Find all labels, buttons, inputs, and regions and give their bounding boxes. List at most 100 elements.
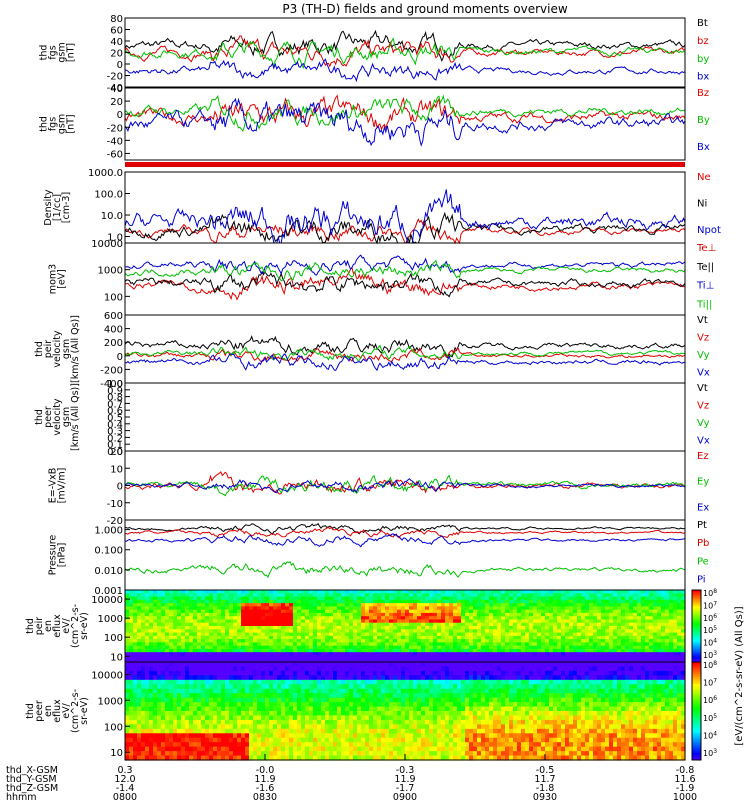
heatmap-cell [477, 652, 482, 657]
heatmap-cell [289, 648, 294, 653]
heatmap-cell [313, 593, 318, 598]
heatmap-cell [133, 639, 138, 643]
heatmap-cell [561, 626, 566, 630]
heatmap-cell [153, 639, 158, 643]
heatmap-cell [289, 596, 294, 601]
heatmap-cell [401, 645, 406, 650]
heatmap-cell [277, 679, 282, 685]
heatmap-cell [229, 737, 234, 743]
heatmap-cell [417, 746, 422, 752]
heatmap-cell [513, 652, 518, 657]
heatmap-cell [225, 629, 230, 634]
heatmap-cell [417, 737, 422, 743]
heatmap-cell [525, 652, 530, 657]
heatmap-cell [185, 642, 190, 647]
heatmap-cell [245, 655, 250, 660]
heatmap-cell [461, 619, 466, 624]
heatmap-cell [569, 632, 574, 637]
heatmap-cell [169, 596, 174, 601]
heatmap-cell [153, 662, 158, 668]
heatmap-cell [401, 609, 406, 614]
heatmap-cell [161, 737, 166, 743]
heatmap-cell [429, 612, 434, 617]
heatmap-cell [293, 755, 298, 761]
heatmap-cell [165, 746, 170, 752]
heatmap-cell [397, 629, 402, 634]
heatmap-cell [473, 619, 478, 624]
heatmap-cell [433, 635, 438, 640]
heatmap-cell [417, 655, 422, 660]
heatmap-cell [517, 655, 522, 660]
heatmap-cell [201, 616, 206, 621]
heatmap-cell [661, 590, 666, 594]
heatmap-cell [285, 652, 290, 657]
heatmap-cell [481, 639, 486, 643]
heatmap-cell [241, 706, 246, 712]
heatmap-cell [629, 622, 634, 627]
heatmap-cell [421, 629, 426, 634]
heatmap-cell [205, 688, 210, 694]
heatmap-cell [361, 648, 366, 653]
heatmap-cell [209, 652, 214, 657]
heatmap-cell [409, 684, 414, 690]
heatmap-cell [665, 616, 670, 621]
heatmap-cell [273, 755, 278, 761]
heatmap-cell [673, 616, 678, 621]
heatmap-cell [533, 635, 538, 640]
heatmap-cell [509, 593, 514, 598]
heatmap-cell [485, 626, 490, 630]
heatmap-cell [229, 742, 234, 748]
heatmap-cell [505, 619, 510, 624]
heatmap-cell [181, 629, 186, 634]
heatmap-cell [449, 599, 454, 604]
heatmap-cell [277, 652, 282, 657]
heatmap-cell [213, 670, 218, 676]
heatmap-cell [421, 737, 426, 743]
y-axis-label: eflux [52, 699, 63, 723]
heatmap-cell [249, 684, 254, 690]
heatmap-cell [385, 751, 390, 757]
heatmap-cell [373, 675, 378, 681]
heatmap-cell [573, 612, 578, 617]
heatmap-cell [333, 652, 338, 657]
heatmap-cell [605, 596, 610, 601]
heatmap-cell [309, 593, 314, 598]
heatmap-cell [149, 622, 154, 627]
heatmap-cell [233, 751, 238, 757]
heatmap-cell [553, 606, 558, 611]
heatmap-cell [141, 662, 146, 668]
heatmap-cell [333, 599, 338, 604]
heatmap-cell [613, 632, 618, 637]
heatmap-cell [189, 746, 194, 752]
heatmap-cell [129, 711, 134, 717]
heatmap-cell [209, 662, 214, 668]
heatmap-cell [137, 746, 142, 752]
heatmap-cell [357, 648, 362, 653]
heatmap-cell [133, 606, 138, 611]
heatmap-cell [253, 693, 258, 699]
heatmap-cell [521, 629, 526, 634]
heatmap-cell [421, 612, 426, 617]
heatmap-cell [369, 616, 374, 621]
heatmap-cell [369, 675, 374, 681]
heatmap-cell [549, 622, 554, 627]
heatmap-cell [385, 635, 390, 640]
heatmap-cell [473, 645, 478, 650]
heatmap-cell [153, 606, 158, 611]
heatmap-cell [405, 632, 410, 637]
heatmap-cell [321, 702, 326, 708]
heatmap-cell [237, 616, 242, 621]
heatmap-cell [673, 639, 678, 643]
heatmap-cell [401, 655, 406, 660]
heatmap-cell [529, 655, 534, 660]
heatmap-cell [437, 590, 442, 594]
heatmap-cell [521, 590, 526, 594]
heatmap-cell [417, 626, 422, 630]
heatmap-cell [289, 666, 294, 672]
heatmap-cell [373, 639, 378, 643]
heatmap-cell [133, 702, 138, 708]
heatmap-cell [305, 662, 310, 668]
heatmap-cell [621, 626, 626, 630]
heatmap-cell [349, 645, 354, 650]
